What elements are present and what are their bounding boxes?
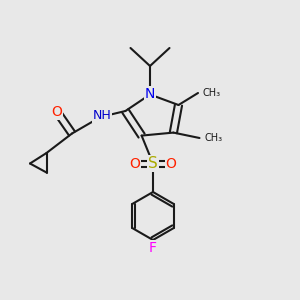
Text: N: N	[145, 87, 155, 100]
Text: O: O	[130, 157, 140, 170]
Text: F: F	[149, 241, 157, 254]
Text: S: S	[148, 156, 158, 171]
Text: O: O	[52, 106, 62, 119]
Text: NH: NH	[93, 109, 111, 122]
Text: CH₃: CH₃	[202, 88, 220, 98]
Text: O: O	[166, 157, 176, 170]
Text: CH₃: CH₃	[204, 133, 222, 143]
